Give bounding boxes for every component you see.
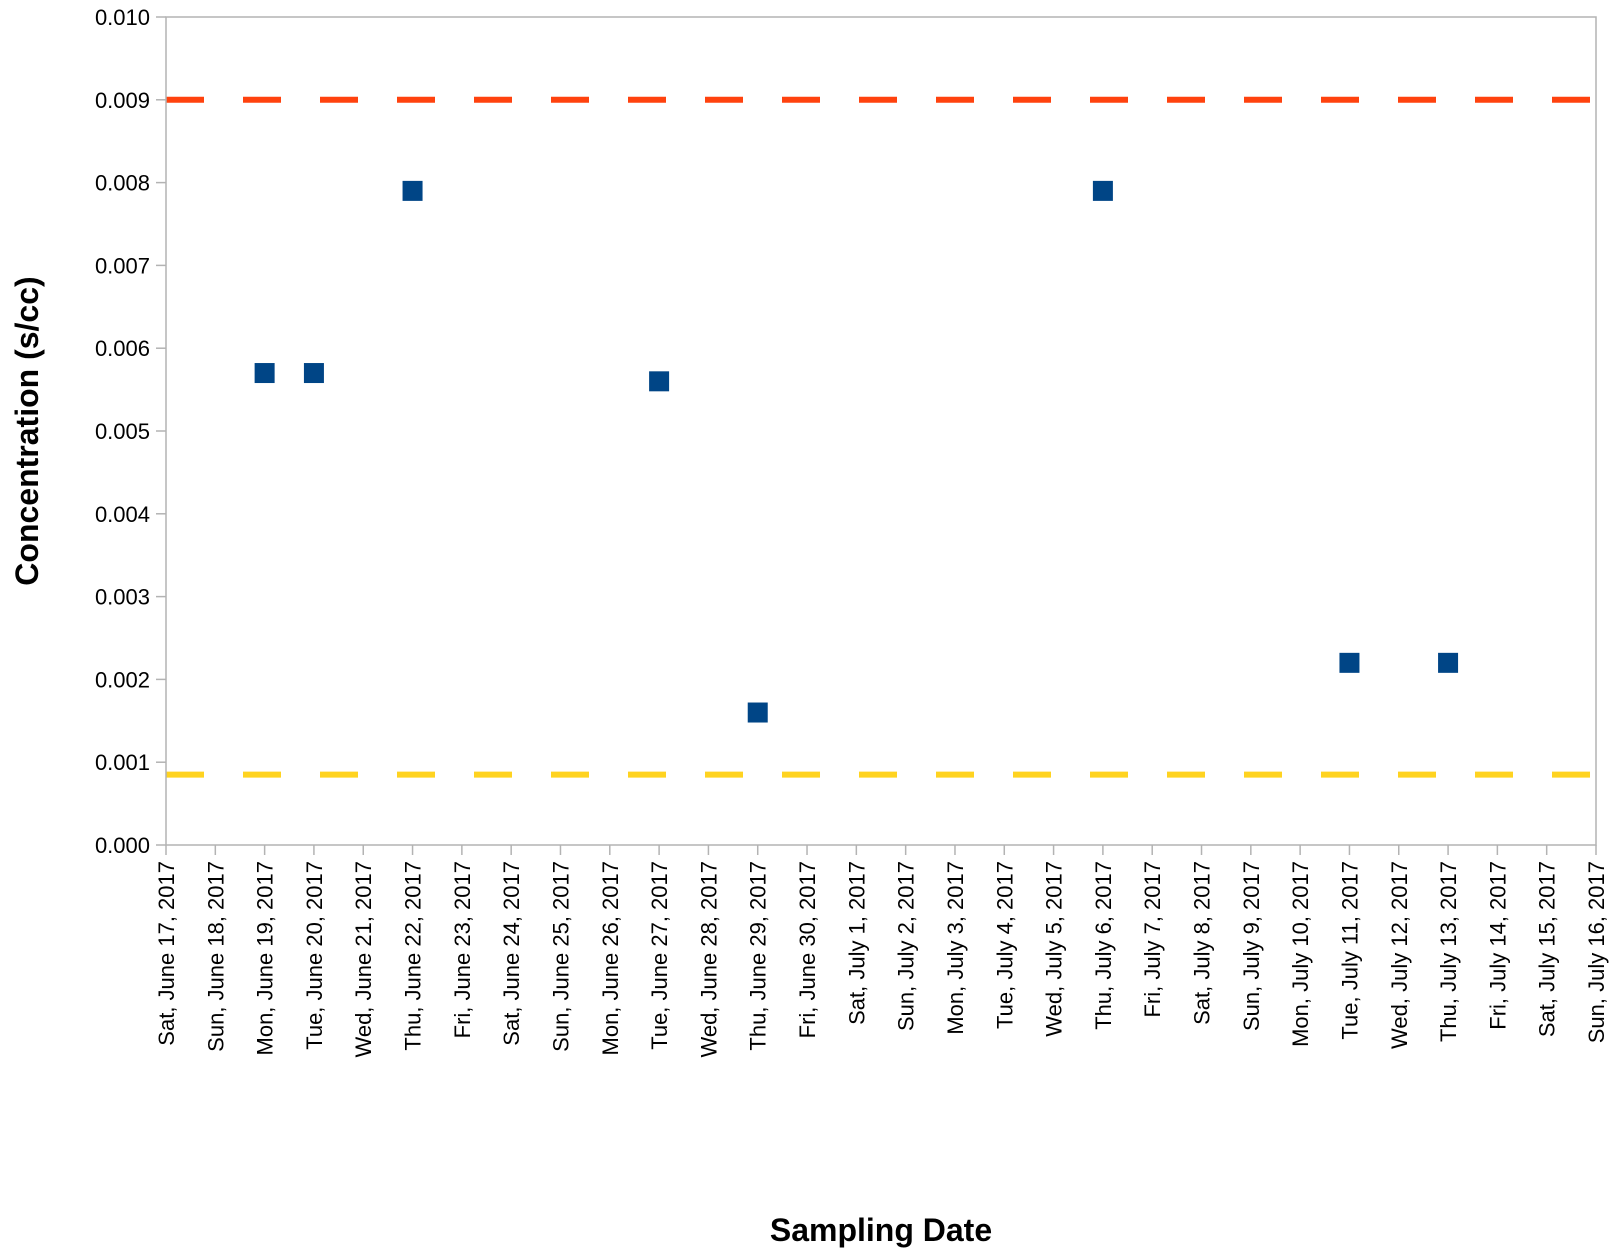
data-point — [1339, 652, 1360, 673]
x-tick-label: Wed, June 21, 2017 — [351, 861, 376, 1058]
x-tick-label: Thu, July 6, 2017 — [1091, 861, 1116, 1030]
data-points — [254, 180, 1459, 723]
x-tick-label: Sat, June 17, 2017 — [154, 861, 179, 1046]
y-tick-label: 0.003 — [95, 585, 150, 610]
y-tick-label: 0.001 — [95, 750, 150, 775]
data-point — [1438, 652, 1459, 673]
y-tick-label: 0.010 — [95, 5, 150, 30]
x-tick-label: Sun, July 2, 2017 — [894, 861, 919, 1031]
y-tick-label: 0.009 — [95, 88, 150, 113]
y-tick-label: 0.000 — [95, 833, 150, 858]
x-tick-label: Fri, June 23, 2017 — [450, 861, 475, 1038]
x-tick-label: Thu, June 22, 2017 — [401, 861, 426, 1051]
x-tick-label: Tue, June 27, 2017 — [647, 861, 672, 1050]
x-tick-label: Fri, July 7, 2017 — [1140, 861, 1165, 1018]
plot-area-frame — [165, 16, 1597, 846]
x-tick-label: Sat, July 15, 2017 — [1535, 861, 1560, 1037]
x-tick-label: Wed, June 28, 2017 — [696, 861, 721, 1058]
x-tick-labels: Sat, June 17, 2017 Sun, June 18, 2017 Mon,… — [154, 861, 1609, 1058]
x-tick-label: Mon, July 10, 2017 — [1288, 861, 1313, 1047]
y-tick-label: 0.002 — [95, 667, 150, 692]
y-tick-label: 0.006 — [95, 336, 150, 361]
y-tick-label: 0.004 — [95, 502, 150, 527]
x-tick-label: Fri, June 30, 2017 — [795, 861, 820, 1038]
x-tick-label: Sat, June 24, 2017 — [499, 861, 524, 1046]
axes — [156, 16, 1597, 855]
x-tick-label: Sun, June 25, 2017 — [548, 861, 573, 1052]
x-tick-label: Sun, June 18, 2017 — [203, 861, 228, 1052]
x-tick-label: Mon, July 3, 2017 — [943, 861, 968, 1035]
y-tick-label: 0.007 — [95, 253, 150, 278]
x-tick-label: Sat, July 1, 2017 — [844, 861, 869, 1025]
y-axis-title: Concentration (s/cc) — [9, 276, 45, 585]
y-tick-label: 0.008 — [95, 171, 150, 196]
x-tick-label: Wed, July 12, 2017 — [1387, 861, 1412, 1049]
x-tick-label: Tue, July 4, 2017 — [992, 861, 1017, 1029]
x-tick-label: Mon, June 26, 2017 — [598, 861, 623, 1055]
y-tick-label: 0.005 — [95, 419, 150, 444]
data-point — [1092, 180, 1113, 201]
x-tick-label: Sun, July 9, 2017 — [1239, 861, 1264, 1031]
x-axis-title: Sampling Date — [770, 1212, 992, 1248]
data-point — [303, 363, 324, 384]
x-tick-label: Sat, July 8, 2017 — [1190, 861, 1215, 1025]
x-tick-label: Tue, June 20, 2017 — [302, 861, 327, 1050]
data-point — [747, 702, 768, 723]
x-tick-label: Mon, June 19, 2017 — [253, 861, 278, 1055]
x-tick-label: Sun, July 16, 2017 — [1584, 861, 1609, 1043]
data-point — [649, 371, 670, 392]
x-tick-label: Fri, July 14, 2017 — [1485, 861, 1510, 1030]
data-point — [402, 180, 423, 201]
x-tick-label: Wed, July 5, 2017 — [1042, 861, 1067, 1037]
x-tick-label: Thu, July 13, 2017 — [1436, 861, 1461, 1042]
reference-lines — [166, 96, 1596, 778]
data-point — [254, 363, 275, 384]
x-tick-label: Thu, June 29, 2017 — [746, 861, 771, 1051]
x-tick-label: Tue, July 11, 2017 — [1337, 861, 1362, 1040]
y-tick-labels: 0.000 0.001 0.002 0.003 0.004 0.005 0.006 0.007… — [95, 5, 150, 858]
